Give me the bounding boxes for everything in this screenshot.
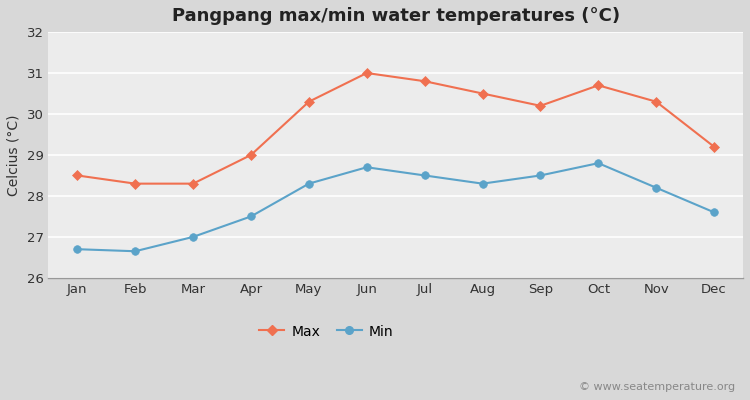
- Max: [478, 91, 487, 96]
- Line: Max: Max: [74, 70, 718, 187]
- Min: [478, 181, 487, 186]
- Title: Pangpang max/min water temperatures (°C): Pangpang max/min water temperatures (°C): [172, 7, 620, 25]
- Min: [130, 249, 140, 254]
- Text: © www.seatemperature.org: © www.seatemperature.org: [579, 382, 735, 392]
- Min: [536, 173, 545, 178]
- Max: [420, 79, 429, 84]
- Min: [73, 247, 82, 252]
- Max: [304, 99, 313, 104]
- Max: [710, 144, 718, 149]
- Min: [652, 185, 661, 190]
- Y-axis label: Celcius (°C): Celcius (°C): [7, 114, 21, 196]
- Max: [188, 181, 197, 186]
- Min: [420, 173, 429, 178]
- Max: [130, 181, 140, 186]
- Min: [304, 181, 313, 186]
- Max: [73, 173, 82, 178]
- Min: [594, 161, 603, 166]
- Max: [652, 99, 661, 104]
- Min: [362, 165, 371, 170]
- Max: [594, 83, 603, 88]
- Min: [247, 214, 256, 219]
- Line: Min: Min: [74, 159, 718, 255]
- Max: [362, 71, 371, 76]
- Min: [188, 234, 197, 239]
- Min: [710, 210, 718, 215]
- Legend: Max, Min: Max, Min: [254, 319, 399, 344]
- Max: [247, 152, 256, 157]
- Max: [536, 104, 545, 108]
